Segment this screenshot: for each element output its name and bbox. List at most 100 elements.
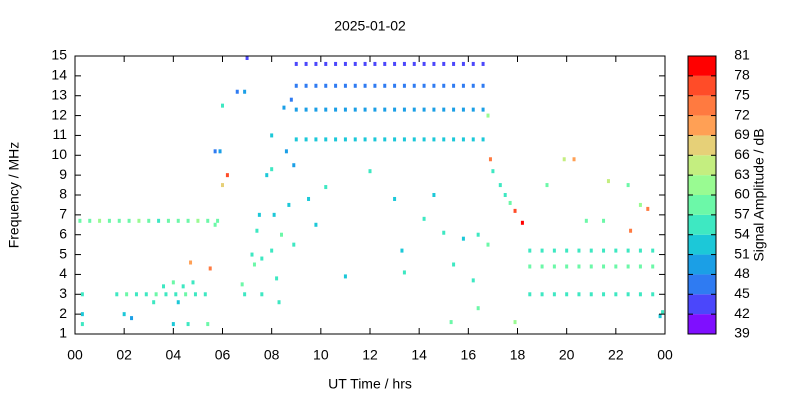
data-point xyxy=(402,61,406,66)
data-point xyxy=(363,83,367,88)
y-tick-label: 14 xyxy=(51,67,67,83)
data-point xyxy=(324,61,328,66)
data-point xyxy=(651,248,655,253)
data-point xyxy=(289,97,293,102)
data-point xyxy=(461,61,465,66)
data-point xyxy=(646,206,650,211)
x-axis-label: UT Time / hrs xyxy=(328,376,412,392)
data-point xyxy=(422,216,426,221)
colorbar-tick-label: 39 xyxy=(734,325,750,341)
data-point xyxy=(452,137,456,142)
data-point xyxy=(606,179,610,184)
colorbar-tick-label: 48 xyxy=(734,265,750,281)
colorbar-tick-label: 63 xyxy=(734,166,750,182)
data-point xyxy=(147,218,151,223)
data-point xyxy=(481,83,485,88)
data-point xyxy=(432,107,436,112)
data-point xyxy=(314,222,318,227)
colorbar-band xyxy=(688,274,716,295)
data-point xyxy=(476,306,480,311)
data-point xyxy=(334,83,338,88)
y-tick-label: 5 xyxy=(59,245,67,261)
data-point xyxy=(629,228,633,233)
data-point xyxy=(98,218,102,223)
plot-frame xyxy=(74,55,666,335)
y-tick-label: 4 xyxy=(59,265,67,281)
data-point xyxy=(117,218,121,223)
data-point xyxy=(314,83,318,88)
data-point xyxy=(452,262,456,267)
data-point xyxy=(225,173,229,178)
data-point xyxy=(363,61,367,66)
data-point xyxy=(508,200,512,205)
data-point xyxy=(471,61,475,66)
colorbar-tick-label: 57 xyxy=(734,206,750,222)
data-point xyxy=(383,83,387,88)
data-point xyxy=(206,322,210,327)
data-point xyxy=(137,218,141,223)
data-point xyxy=(162,284,165,289)
data-point xyxy=(412,107,416,112)
data-point xyxy=(638,202,642,207)
data-point xyxy=(442,61,446,66)
data-point xyxy=(545,183,549,188)
data-point xyxy=(540,248,544,253)
data-point xyxy=(373,107,377,112)
data-point xyxy=(373,83,377,88)
data-point xyxy=(240,282,244,287)
data-point xyxy=(471,107,475,112)
x-tick-label: 22 xyxy=(608,347,624,363)
data-point xyxy=(488,157,492,162)
x-tick-label: 12 xyxy=(362,347,378,363)
colorbar-tick-label: 54 xyxy=(734,225,750,241)
data-point xyxy=(176,218,180,223)
data-point xyxy=(334,61,338,66)
data-point xyxy=(304,61,308,66)
data-point xyxy=(658,314,662,319)
data-point xyxy=(196,218,200,223)
y-tick-label: 13 xyxy=(51,86,67,102)
data-point xyxy=(383,61,387,66)
data-point xyxy=(218,149,222,154)
data-point xyxy=(78,218,82,223)
data-point xyxy=(638,248,642,253)
y-tick-label: 9 xyxy=(59,166,67,182)
data-point xyxy=(164,292,168,297)
data-point xyxy=(257,212,261,217)
data-point xyxy=(422,137,426,142)
data-point xyxy=(243,89,247,94)
data-point xyxy=(292,163,296,168)
data-point xyxy=(589,248,593,253)
y-tick-label: 6 xyxy=(59,225,67,241)
data-point xyxy=(461,236,465,241)
data-point xyxy=(368,169,372,174)
data-point xyxy=(422,83,426,88)
data-point xyxy=(626,264,630,269)
data-point xyxy=(565,264,569,269)
colorbar-tick-label: 72 xyxy=(734,106,750,122)
data-point xyxy=(314,137,318,142)
colorbar-band xyxy=(688,254,716,275)
y-tick-label: 2 xyxy=(59,305,67,321)
colorbar-band xyxy=(688,95,716,116)
data-point xyxy=(255,228,259,233)
x-tick-label: 08 xyxy=(264,347,280,363)
colorbar-band xyxy=(688,75,716,96)
data-point xyxy=(540,264,544,269)
data-point xyxy=(206,218,210,223)
data-point xyxy=(343,137,347,142)
x-tick-label: 20 xyxy=(559,347,575,363)
data-point xyxy=(498,183,502,188)
data-point xyxy=(422,107,426,112)
data-point xyxy=(565,292,569,297)
colorbar-tick-label: 78 xyxy=(734,67,750,83)
colorbar-band xyxy=(688,314,716,334)
data-point xyxy=(184,292,188,297)
colorbar-band xyxy=(688,234,716,255)
data-point xyxy=(292,242,296,247)
colorbar-tick-label: 42 xyxy=(734,305,750,321)
data-point xyxy=(235,89,239,94)
data-point xyxy=(584,218,588,223)
data-point xyxy=(193,292,197,297)
